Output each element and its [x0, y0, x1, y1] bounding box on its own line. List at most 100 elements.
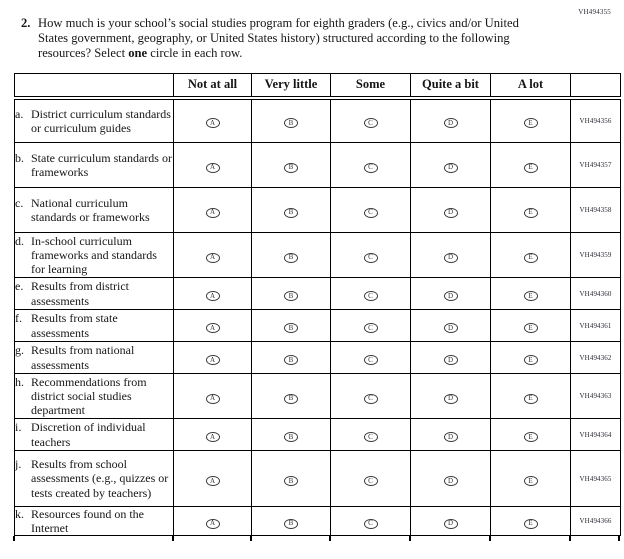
- row-letter: a.: [15, 106, 24, 121]
- table-row: d. In-school curriculum frameworks and st…: [14, 232, 621, 278]
- answer-bubble[interactable]: C: [363, 393, 378, 404]
- answer-bubble[interactable]: E: [523, 207, 538, 218]
- answer-bubble[interactable]: C: [363, 432, 378, 442]
- row-label: Discretion of individual teachers: [31, 420, 146, 449]
- answer-bubble[interactable]: A: [205, 476, 220, 486]
- table-row: i. Discretion of individual teachers A B …: [14, 418, 621, 451]
- table-row: c. National curriculum standards or frame…: [14, 187, 621, 233]
- table-vertical-border-stub: [409, 536, 411, 542]
- item-code: VH494365: [570, 450, 621, 507]
- table-vertical-border-stub: [172, 536, 174, 542]
- answer-bubble[interactable]: D: [443, 207, 458, 218]
- answer-bubble[interactable]: A: [205, 518, 220, 529]
- item-code: VH494366: [570, 505, 621, 537]
- answer-bubble[interactable]: B: [284, 162, 298, 173]
- answer-bubble[interactable]: C: [363, 476, 378, 486]
- row-label: State curriculum standards or frameworks: [31, 150, 172, 179]
- table-row: f. Results from state assessments A B C D…: [14, 309, 621, 342]
- answer-bubble[interactable]: B: [284, 207, 298, 218]
- answer-bubble[interactable]: C: [363, 291, 378, 301]
- answer-bubble[interactable]: B: [284, 432, 298, 442]
- row-letter: i.: [15, 420, 22, 435]
- answer-bubble[interactable]: C: [363, 355, 378, 365]
- answer-bubble[interactable]: E: [523, 252, 538, 263]
- item-code: VH494362: [570, 341, 621, 374]
- answer-bubble[interactable]: C: [363, 252, 378, 263]
- answer-bubble[interactable]: B: [284, 518, 298, 529]
- answer-bubble[interactable]: C: [363, 162, 378, 173]
- item-code: VH494363: [570, 373, 621, 419]
- answer-bubble[interactable]: E: [523, 476, 538, 486]
- answer-bubble[interactable]: D: [443, 393, 458, 404]
- table-vertical-border-stub: [618, 536, 620, 542]
- answer-bubble[interactable]: A: [205, 355, 220, 365]
- answer-bubble[interactable]: D: [443, 162, 458, 173]
- row-letter: h.: [15, 374, 24, 389]
- answer-bubble[interactable]: B: [284, 323, 298, 333]
- table-vertical-border-stub: [13, 536, 15, 542]
- response-matrix-table: Not at all Very little Some Quite a bit …: [14, 73, 621, 537]
- answer-bubble[interactable]: E: [523, 393, 538, 404]
- answer-bubble[interactable]: B: [284, 476, 298, 486]
- answer-bubble[interactable]: C: [363, 518, 378, 529]
- answer-bubble[interactable]: B: [284, 355, 298, 365]
- answer-bubble[interactable]: D: [443, 291, 458, 301]
- row-label: Results from district assessments: [31, 279, 129, 308]
- row-letter: g.: [15, 343, 24, 358]
- answer-bubble[interactable]: A: [205, 323, 220, 333]
- row-letter: b.: [15, 150, 24, 165]
- table-row: j. Results from school assessments (e.g.,…: [14, 450, 621, 507]
- question-text: How much is your school’s social studies…: [38, 16, 522, 61]
- answer-bubble[interactable]: D: [443, 518, 458, 529]
- answer-bubble[interactable]: B: [284, 291, 298, 301]
- header-empty-label-cell: [14, 73, 174, 100]
- row-label: In-school curriculum frameworks and stan…: [31, 233, 157, 277]
- column-header-not-at-all: Not at all: [173, 73, 252, 100]
- answer-bubble[interactable]: A: [205, 432, 220, 442]
- answer-bubble[interactable]: E: [523, 432, 538, 442]
- column-header-very-little: Very little: [251, 73, 331, 100]
- answer-bubble[interactable]: D: [443, 323, 458, 333]
- answer-bubble[interactable]: E: [523, 118, 538, 129]
- item-code: VH494361: [570, 309, 621, 342]
- answer-bubble[interactable]: A: [205, 207, 220, 218]
- item-code: VH494356: [570, 97, 621, 143]
- row-letter: c.: [15, 195, 24, 210]
- row-letter: k.: [15, 507, 24, 521]
- answer-bubble[interactable]: D: [443, 432, 458, 442]
- item-code: VH494357: [570, 142, 621, 188]
- answer-bubble[interactable]: E: [523, 518, 538, 529]
- answer-bubble[interactable]: C: [363, 207, 378, 218]
- answer-bubble[interactable]: A: [205, 252, 220, 263]
- table-row: a. District curriculum standards or curri…: [14, 97, 621, 143]
- row-letter: j.: [15, 457, 22, 472]
- answer-bubble[interactable]: B: [284, 118, 298, 129]
- row-label: District curriculum standards or curricu…: [31, 106, 171, 135]
- answer-bubble[interactable]: E: [523, 323, 538, 333]
- answer-bubble[interactable]: B: [284, 252, 298, 263]
- answer-bubble[interactable]: E: [523, 162, 538, 173]
- answer-bubble[interactable]: D: [443, 252, 458, 263]
- question-number: 2.: [21, 16, 31, 30]
- table-vertical-border-stub: [329, 536, 331, 542]
- answer-bubble[interactable]: C: [363, 323, 378, 333]
- answer-bubble[interactable]: A: [205, 393, 220, 404]
- column-header-some: Some: [330, 73, 411, 100]
- table-row: e. Results from district assessments A B …: [14, 277, 621, 310]
- answer-bubble[interactable]: D: [443, 118, 458, 129]
- answer-bubble[interactable]: A: [205, 162, 220, 173]
- question-text-bold-word: one: [128, 46, 148, 60]
- answer-bubble[interactable]: E: [523, 291, 538, 301]
- row-letter: f.: [15, 311, 22, 326]
- row-label: Resources found on the Internet: [31, 507, 144, 536]
- column-header-quite-a-bit: Quite a bit: [410, 73, 491, 100]
- answer-bubble[interactable]: D: [443, 355, 458, 365]
- answer-bubble[interactable]: C: [363, 118, 378, 129]
- answer-bubble[interactable]: B: [284, 393, 298, 404]
- answer-bubble[interactable]: E: [523, 355, 538, 365]
- answer-bubble[interactable]: D: [443, 476, 458, 486]
- answer-bubble[interactable]: A: [205, 291, 220, 301]
- answer-bubble[interactable]: A: [205, 118, 220, 129]
- row-label: Recommendations from district social stu…: [31, 374, 147, 418]
